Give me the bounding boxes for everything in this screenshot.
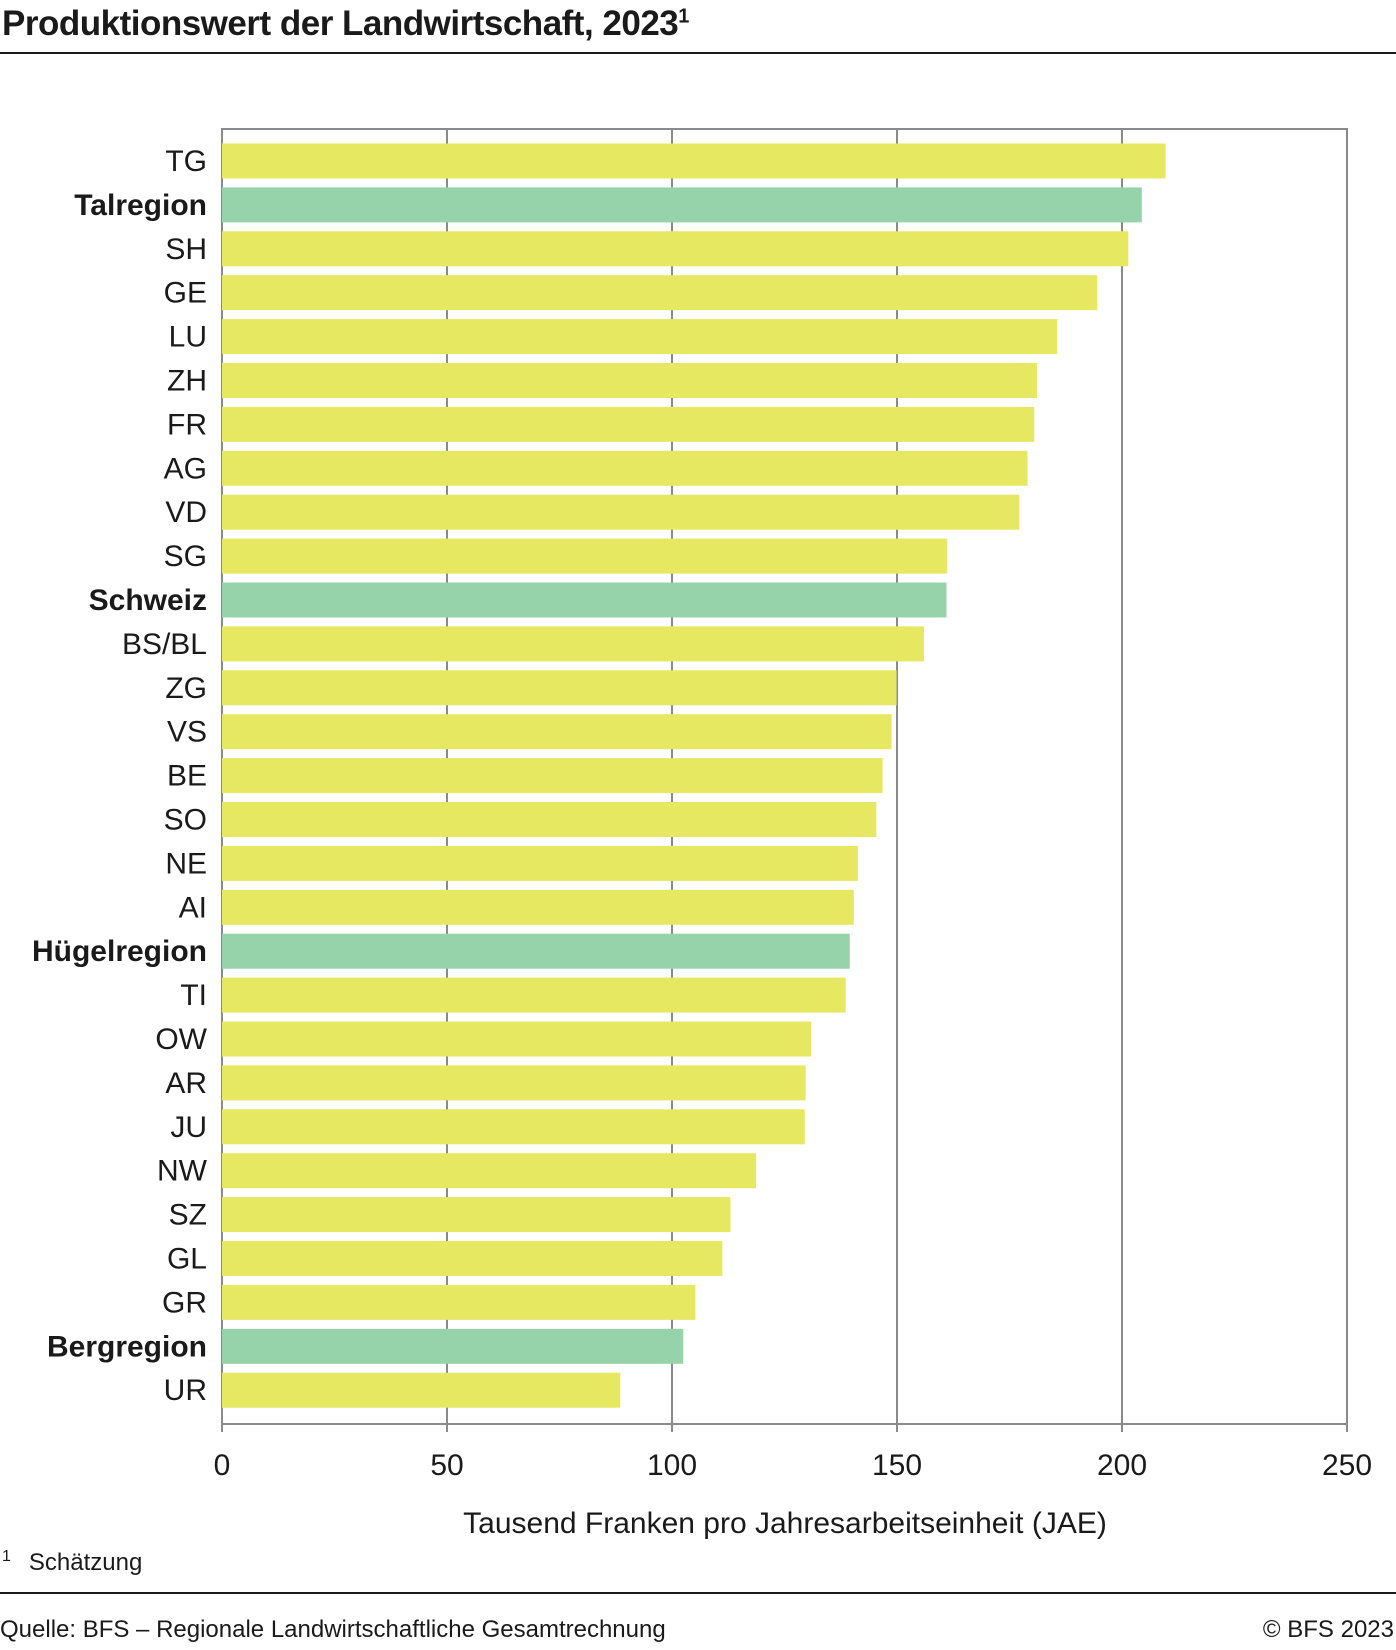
bar-ag — [222, 450, 1028, 486]
category-label-gr: GR — [162, 1286, 207, 1319]
category-label-talregion: Talregion — [74, 189, 207, 222]
category-label-be: BE — [167, 760, 207, 793]
category-label-sz: SZ — [169, 1199, 207, 1232]
x-tick-label-0: 0 — [214, 1449, 231, 1482]
bar-talregion — [222, 187, 1142, 223]
category-label-h-gelregion: Hügelregion — [32, 935, 207, 968]
category-label-nw: NW — [157, 1155, 208, 1188]
bar-vd — [222, 494, 1020, 530]
category-label-lu: LU — [169, 321, 207, 354]
x-tick-label-50: 50 — [430, 1449, 463, 1482]
category-label-ai: AI — [179, 891, 207, 924]
title-rule — [0, 52, 1396, 54]
category-label-tg: TG — [165, 145, 207, 178]
chart-title: Produktionswert der Landwirtschaft, 2023… — [2, 4, 689, 43]
category-label-ag: AG — [164, 452, 207, 485]
bar-schweiz — [222, 582, 947, 618]
category-labels: TG Talregion SH GE LU ZH FR AG VD SG Schweiz BS/BL Z… — [32, 145, 208, 1407]
category-label-vs: VS — [167, 716, 207, 749]
bar-layer — [222, 143, 1166, 1408]
category-label-ju: JU — [170, 1111, 207, 1144]
x-axis-label: Tausend Franken pro Jahresarbeitseinheit… — [463, 1507, 1107, 1540]
source-note: Quelle: BFS – Regionale Landwirtschaftli… — [0, 1616, 666, 1643]
bar-sz — [222, 1197, 731, 1233]
bar-tg — [222, 143, 1166, 179]
x-tick-label-150: 150 — [872, 1449, 922, 1482]
copyright: © BFS 2023 — [1262, 1616, 1394, 1643]
category-label-ow: OW — [155, 1023, 207, 1056]
category-label-sg: SG — [164, 540, 207, 573]
bar-ne — [222, 845, 858, 881]
category-label-fr: FR — [167, 408, 207, 441]
bar-sh — [222, 231, 1129, 267]
bar-ai — [222, 889, 854, 925]
category-label-zh: ZH — [167, 365, 207, 398]
bar-ar — [222, 1065, 806, 1101]
bar-chart: TG Talregion SH GE LU ZH FR AG VD SG Schweiz BS/BL Z… — [32, 128, 1372, 1540]
category-label-vd: VD — [165, 496, 207, 529]
footer-rule — [0, 1592, 1396, 1594]
bar-gr — [222, 1284, 696, 1320]
x-tick-labels: 0 50 100 150 200 250 — [214, 1449, 1372, 1482]
x-tick-label-250: 250 — [1322, 1449, 1372, 1482]
bar-ju — [222, 1109, 805, 1145]
bar-zh — [222, 363, 1037, 398]
x-tick-label-100: 100 — [647, 1449, 697, 1482]
bar-sg — [222, 538, 947, 574]
bar-gl — [222, 1241, 723, 1276]
category-label-so: SO — [164, 804, 207, 837]
category-label-ti: TI — [180, 979, 207, 1012]
category-label-bs-bl: BS/BL — [122, 628, 207, 661]
category-label-ar: AR — [165, 1067, 207, 1100]
bar-so — [222, 802, 877, 837]
category-label-zg: ZG — [165, 672, 207, 705]
bar-zg — [222, 670, 897, 706]
category-label-gl: GL — [167, 1243, 207, 1276]
bar-vs — [222, 714, 892, 750]
bar-ow — [222, 1021, 812, 1057]
footnote: 1 Schätzung — [2, 1548, 143, 1576]
bar-bergregion — [222, 1328, 684, 1364]
bar-lu — [222, 319, 1058, 355]
category-label-sh: SH — [165, 233, 207, 266]
bar-bs-bl — [222, 626, 924, 662]
category-label-ne: NE — [165, 847, 207, 880]
bar-be — [222, 758, 883, 794]
x-tick-label-200: 200 — [1097, 1449, 1147, 1482]
category-label-schweiz: Schweiz — [89, 584, 207, 617]
bar-fr — [222, 406, 1035, 442]
bar-ti — [222, 977, 846, 1013]
bar-ur — [222, 1372, 621, 1408]
bar-nw — [222, 1153, 757, 1189]
bar-h-gelregion — [222, 933, 850, 969]
bar-ge — [222, 275, 1098, 311]
category-label-ur: UR — [164, 1374, 207, 1407]
category-label-ge: GE — [164, 277, 207, 310]
category-label-bergregion: Bergregion — [47, 1330, 207, 1363]
